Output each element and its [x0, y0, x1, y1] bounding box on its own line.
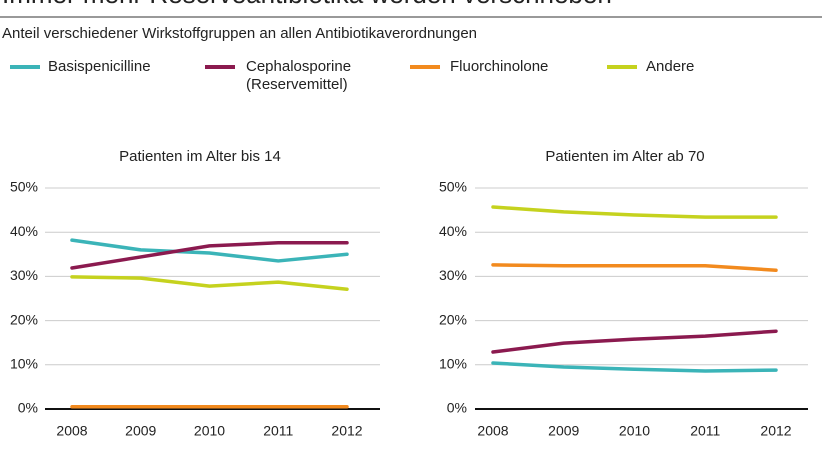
legend-label: Basispenicilline [48, 58, 151, 75]
chart-title: Patienten im Alter ab 70 [545, 148, 704, 165]
x-tick-label: 2009 [548, 423, 579, 439]
x-tick-label: 2009 [125, 423, 156, 439]
x-tick-label: 2010 [619, 423, 650, 439]
series-line [491, 205, 778, 219]
y-tick-label: 50% [439, 179, 467, 195]
legend-label: Andere [646, 58, 695, 75]
x-tick-label: 2012 [760, 423, 791, 439]
y-tick-label: 10% [10, 356, 38, 372]
series-line [491, 329, 778, 354]
subtitle: Anteil verschiedener Wirkstoffgruppen an… [2, 25, 477, 42]
series-line [70, 238, 349, 263]
y-tick-label: 20% [10, 311, 38, 327]
y-tick-label: 50% [10, 179, 38, 195]
y-tick-label: 40% [10, 223, 38, 239]
series-line [491, 361, 778, 373]
page-title: Immer mehr Reserveantibiotika werden ver… [2, 0, 612, 9]
x-tick-label: 2008 [56, 423, 87, 439]
x-tick-label: 2011 [690, 423, 720, 439]
series-line [70, 275, 349, 291]
y-tick-label: 0% [447, 400, 467, 416]
x-tick-label: 2010 [194, 423, 225, 439]
y-tick-label: 40% [439, 223, 467, 239]
series-line [491, 263, 778, 272]
y-tick-label: 20% [439, 311, 467, 327]
y-tick-label: 30% [439, 267, 467, 283]
legend-label: Cephalosporine (Reservemittel) [246, 58, 352, 93]
x-tick-label: 2008 [477, 423, 508, 439]
legend-label: Fluorchinolone [450, 58, 549, 75]
y-tick-label: 10% [439, 356, 467, 372]
series-line [70, 241, 349, 270]
y-tick-label: 0% [18, 400, 38, 416]
x-tick-label: 2011 [263, 423, 293, 439]
chart-title: Patienten im Alter bis 14 [119, 148, 281, 165]
x-tick-label: 2012 [331, 423, 362, 439]
y-tick-label: 30% [10, 267, 38, 283]
